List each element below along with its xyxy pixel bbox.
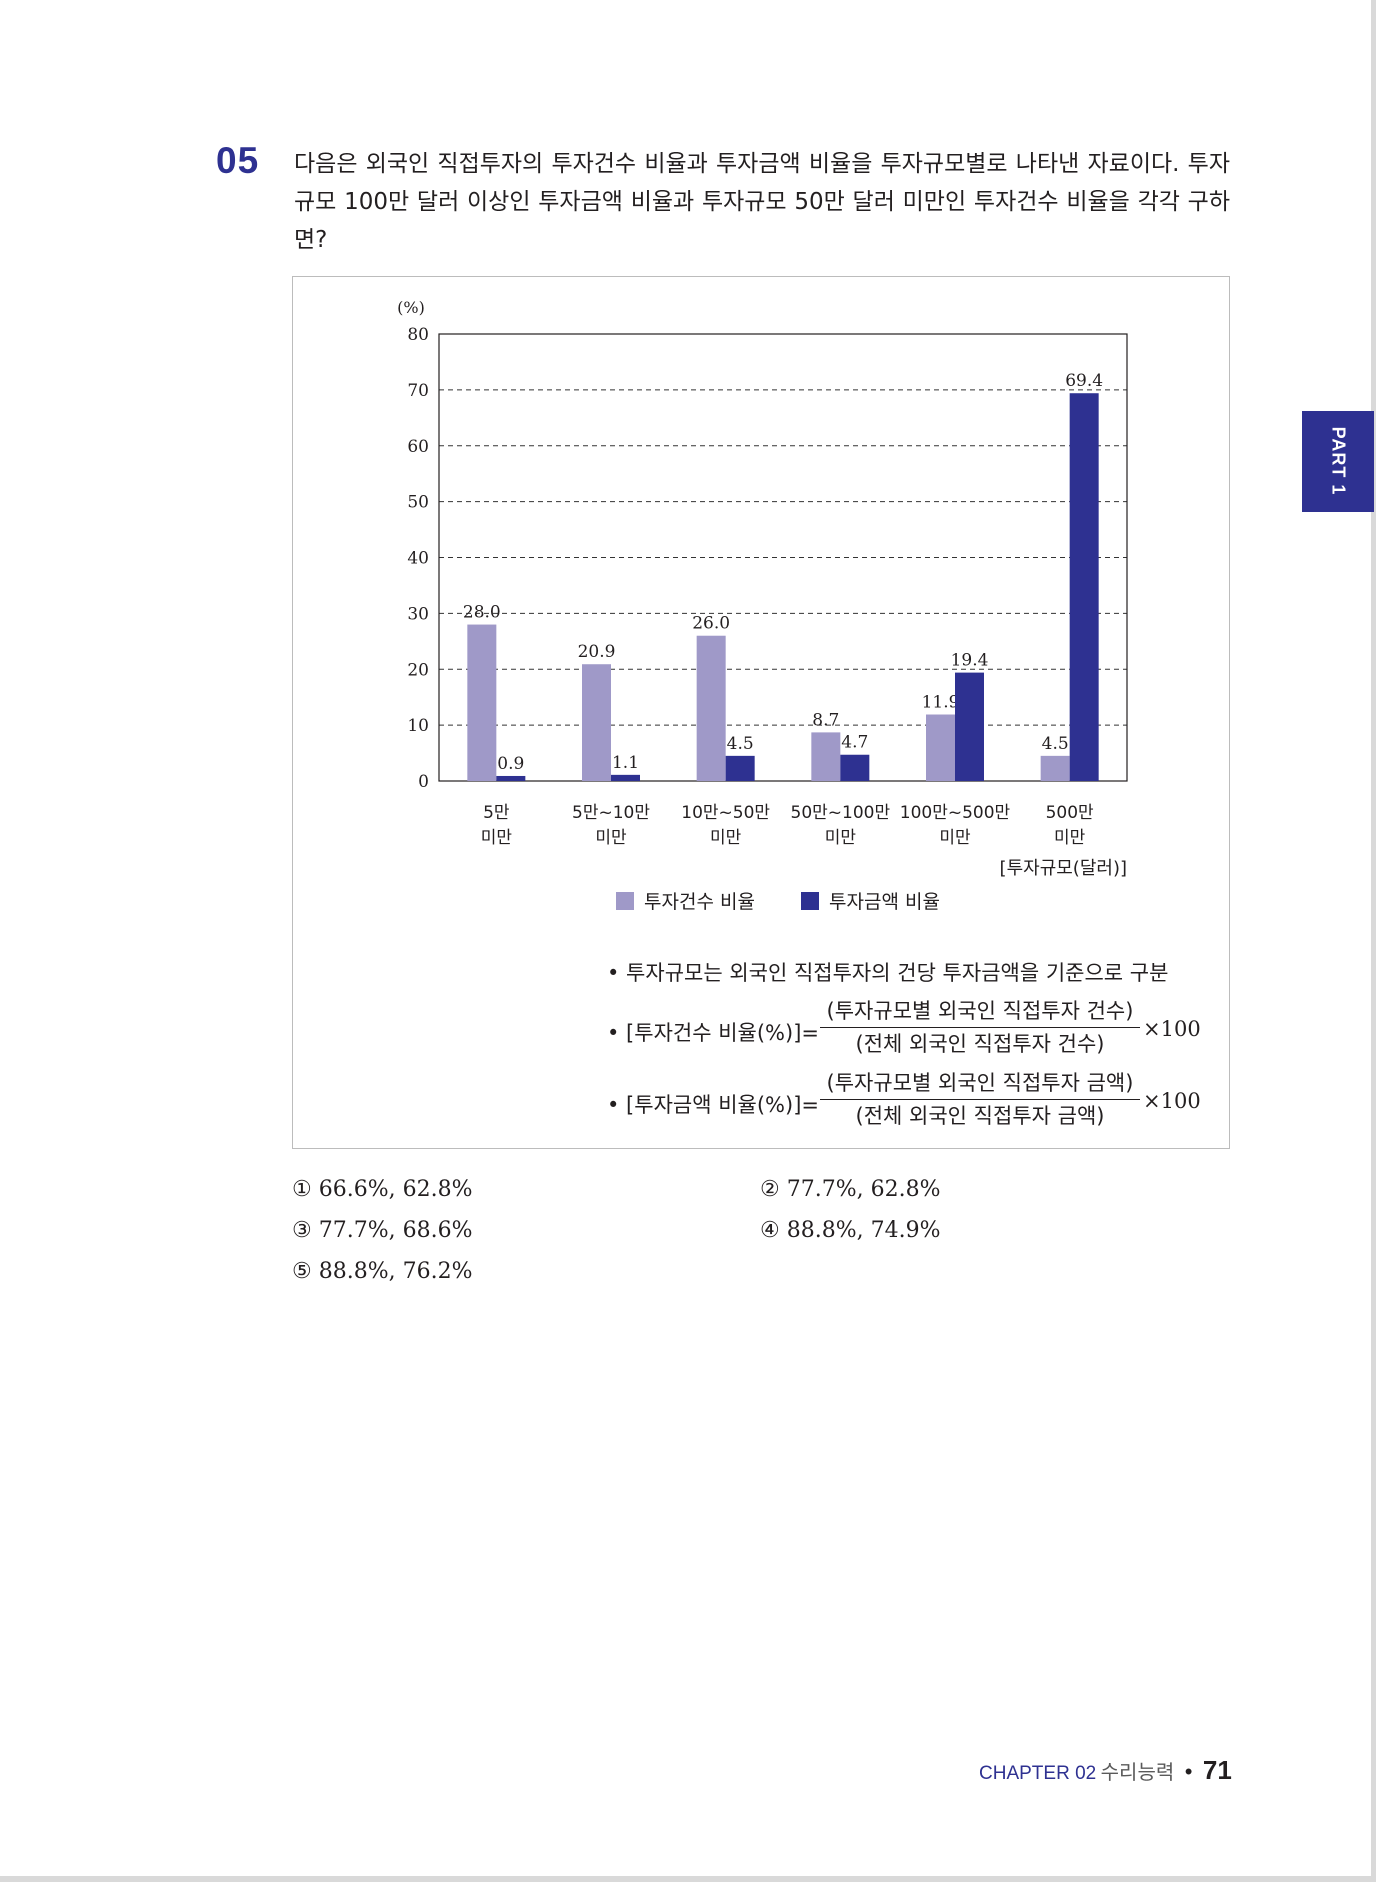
data-label: 4.5 (1042, 734, 1069, 754)
part-tab-label: PART 1 (1328, 426, 1349, 496)
footer-separator: • (1184, 1759, 1193, 1784)
bar-count (811, 732, 841, 781)
x-tick-label: 미만 (825, 828, 857, 848)
bar-amount (955, 672, 984, 781)
formula-amount-denominator: (전체 외국인 직접투자 금액) (855, 1104, 1105, 1128)
formula-amount-fraction: (투자규모별 외국인 직접투자 금액) (전체 외국인 직접투자 금액) (820, 1067, 1140, 1132)
bar-amount (1069, 393, 1099, 781)
legend-swatch (616, 892, 634, 910)
bar-count (696, 635, 726, 781)
bar-amount (496, 775, 526, 781)
fraction-bar (820, 1099, 1140, 1100)
formula-count-lhs: • [투자건수 비율(%)]= (607, 1021, 819, 1045)
bar-amount (611, 774, 640, 781)
page-edge-right (1371, 0, 1376, 1882)
data-label: 20.9 (578, 642, 616, 662)
fraction-bar (820, 1027, 1140, 1028)
y-tick-label: 20 (407, 660, 429, 680)
data-label: 11.9 (922, 693, 960, 713)
y-tick-label: 80 (407, 325, 429, 345)
data-label: 19.4 (951, 651, 989, 671)
bar-count (1040, 755, 1070, 781)
bar-amount (840, 754, 870, 781)
x-tick-label: 5만 (483, 803, 510, 823)
data-label: 1.1 (612, 753, 639, 773)
footer-chapter: CHAPTER 02 (979, 1763, 1097, 1784)
formula-count-denominator: (전체 외국인 직접투자 건수) (855, 1032, 1105, 1056)
data-label: 69.4 (1065, 371, 1103, 391)
footer-subject: 수리능력 (1100, 1760, 1175, 1784)
formula-count-ratio: • [투자건수 비율(%)]= (투자규모별 외국인 직접투자 건수) (전체 … (607, 995, 1307, 1065)
bar-amount (725, 755, 755, 781)
y-tick-label: 40 (407, 549, 429, 569)
question-number: 05 (216, 140, 260, 181)
plot-frame (438, 333, 1128, 782)
formula-count-multiplier: ×100 (1143, 1017, 1201, 1041)
legend-label: 투자건수 비율 (644, 891, 755, 913)
data-label: 28.0 (463, 603, 501, 623)
formula-amount-ratio: • [투자금액 비율(%)]= (투자규모별 외국인 직접투자 금액) (전체 … (607, 1067, 1307, 1137)
x-tick-label: 미만 (939, 828, 971, 848)
x-tick-label: 10만~50만 (681, 803, 770, 823)
x-tick-label: 500만 (1046, 803, 1094, 823)
choice-4: ④ 88.8%, 74.9% (760, 1218, 941, 1243)
y-tick-label: 10 (407, 716, 429, 736)
bar-count (582, 664, 611, 781)
formula-count-numerator: (투자규모별 외국인 직접투자 건수) (826, 999, 1134, 1023)
legend-label: 투자금액 비율 (829, 891, 940, 913)
data-label: 4.5 (727, 734, 754, 754)
legend-swatch (801, 892, 819, 910)
part-tab: PART 1 (1302, 411, 1374, 512)
x-axis-label: [투자규모(달러)] (1000, 858, 1127, 879)
choice-3: ③ 77.7%, 68.6% (292, 1218, 473, 1243)
y-tick-label: 70 (407, 381, 429, 401)
data-label: 26.0 (692, 614, 730, 634)
y-unit-label: (%) (397, 298, 425, 317)
bar-count (926, 714, 955, 781)
x-tick-label: 미만 (595, 828, 627, 848)
question-text: 다음은 외국인 직접투자의 투자건수 비율과 투자금액 비율을 투자규모별로 나… (294, 151, 1230, 253)
x-tick-label: 100만~500만 (900, 803, 1011, 823)
y-tick-label: 60 (407, 437, 429, 457)
x-tick-label: 5만~10만 (572, 803, 650, 823)
formula-amount-lhs: • [투자금액 비율(%)]= (607, 1093, 819, 1117)
choice-1: ① 66.6%, 62.8% (292, 1177, 473, 1202)
formula-count-fraction: (투자규모별 외국인 직접투자 건수) (전체 외국인 직접투자 건수) (820, 995, 1140, 1060)
page-footer: CHAPTER 02 수리능력 • 71 (979, 1755, 1232, 1786)
bar-count (467, 624, 497, 781)
x-tick-label: 미만 (1054, 828, 1086, 848)
y-tick-label: 30 (407, 604, 429, 624)
x-tick-label: 미만 (710, 828, 742, 848)
note-bullet: • 투자규모는 외국인 직접투자의 건당 투자금액을 기준으로 구분 (607, 961, 1169, 985)
y-tick-label: 50 (407, 493, 429, 513)
data-label: 4.7 (841, 733, 868, 753)
x-tick-label: 미만 (481, 828, 513, 848)
choice-5: ⑤ 88.8%, 76.2% (292, 1259, 473, 1284)
page-number: 71 (1202, 1755, 1232, 1785)
choice-2: ② 77.7%, 62.8% (760, 1177, 941, 1202)
x-tick-label: 50만~100만 (791, 803, 891, 823)
data-label: 8.7 (812, 710, 839, 730)
y-tick-label: 0 (418, 772, 429, 792)
formula-amount-multiplier: ×100 (1143, 1089, 1201, 1113)
formula-amount-numerator: (투자규모별 외국인 직접투자 금액) (826, 1071, 1134, 1095)
page-edge-bottom (0, 1876, 1376, 1882)
data-label: 0.9 (497, 754, 524, 774)
